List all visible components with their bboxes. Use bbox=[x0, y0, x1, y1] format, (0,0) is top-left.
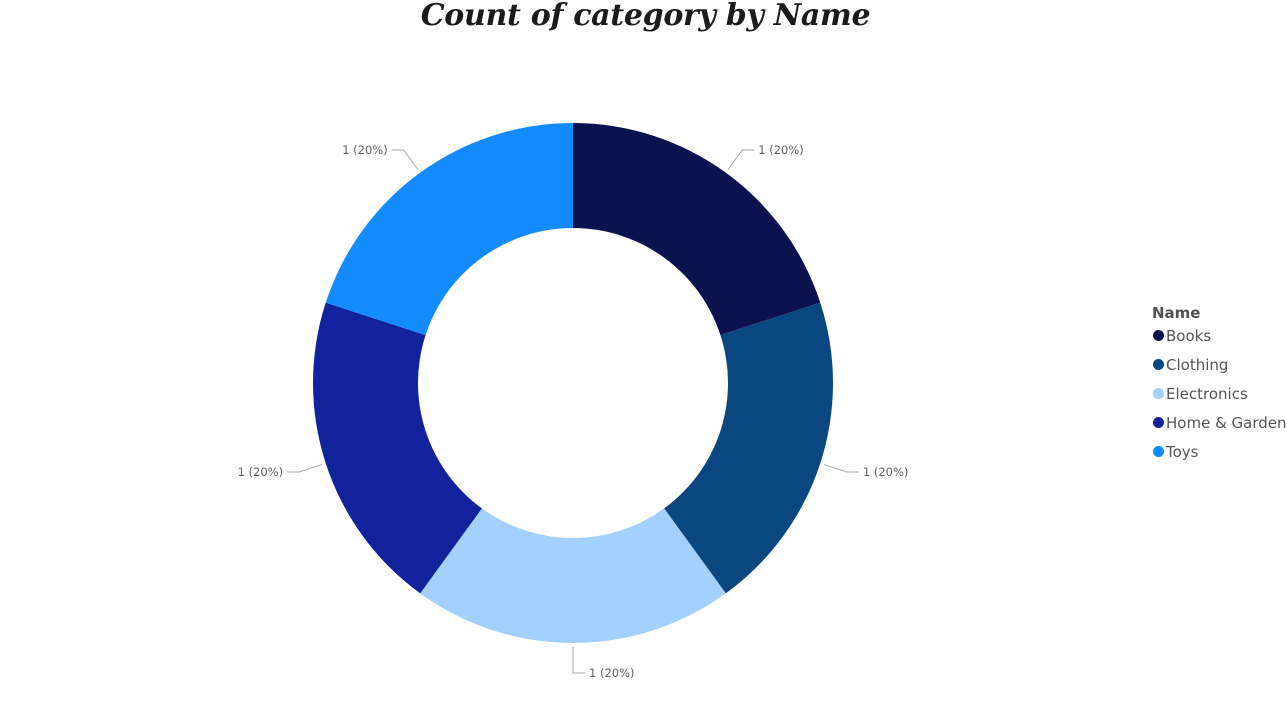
legend-item-home-garden[interactable]: Home & Garden bbox=[1152, 413, 1287, 442]
legend-marker-toys bbox=[1153, 446, 1164, 457]
leader-line-toys bbox=[391, 149, 419, 170]
legend-marker-books bbox=[1153, 330, 1164, 341]
donut-slice-toys[interactable] bbox=[325, 123, 573, 336]
donut-slice-home-garden[interactable] bbox=[313, 302, 482, 594]
legend-label-electronics: Electronics bbox=[1166, 385, 1248, 403]
legend-marker-home-garden bbox=[1153, 417, 1164, 428]
data-label-books: 1 (20%) bbox=[758, 143, 804, 157]
donut-slice-books[interactable] bbox=[573, 123, 821, 336]
legend-item-clothing[interactable]: Clothing bbox=[1152, 355, 1287, 384]
legend-title: Name bbox=[1152, 304, 1201, 322]
legend-label-home-garden: Home & Garden bbox=[1166, 414, 1287, 432]
leader-line-books bbox=[727, 149, 755, 170]
donut-slice-clothing[interactable] bbox=[664, 302, 834, 594]
legend-marker-clothing bbox=[1153, 359, 1164, 370]
leader-line-electronics bbox=[572, 647, 585, 674]
data-label-home-garden: 1 (20%) bbox=[238, 465, 284, 479]
legend-item-books[interactable]: Books bbox=[1152, 326, 1287, 355]
data-label-electronics: 1 (20%) bbox=[589, 666, 635, 680]
legend-item-electronics[interactable]: Electronics bbox=[1152, 384, 1287, 413]
legend-label-clothing: Clothing bbox=[1166, 356, 1229, 374]
leader-line-home-garden bbox=[287, 464, 323, 473]
data-label-toys: 1 (20%) bbox=[342, 143, 388, 157]
data-label-clothing: 1 (20%) bbox=[863, 465, 909, 479]
legend: Name Books Clothing Electronics Home & G… bbox=[1152, 303, 1287, 471]
legend-item-toys[interactable]: Toys bbox=[1152, 442, 1287, 471]
chart-title: Count of category by Name bbox=[420, 0, 871, 33]
legend-label-toys: Toys bbox=[1166, 443, 1199, 461]
legend-marker-electronics bbox=[1153, 388, 1164, 399]
donut-slice-electronics[interactable] bbox=[420, 508, 726, 644]
legend-label-books: Books bbox=[1166, 327, 1212, 345]
leader-line-clothing bbox=[823, 464, 859, 473]
